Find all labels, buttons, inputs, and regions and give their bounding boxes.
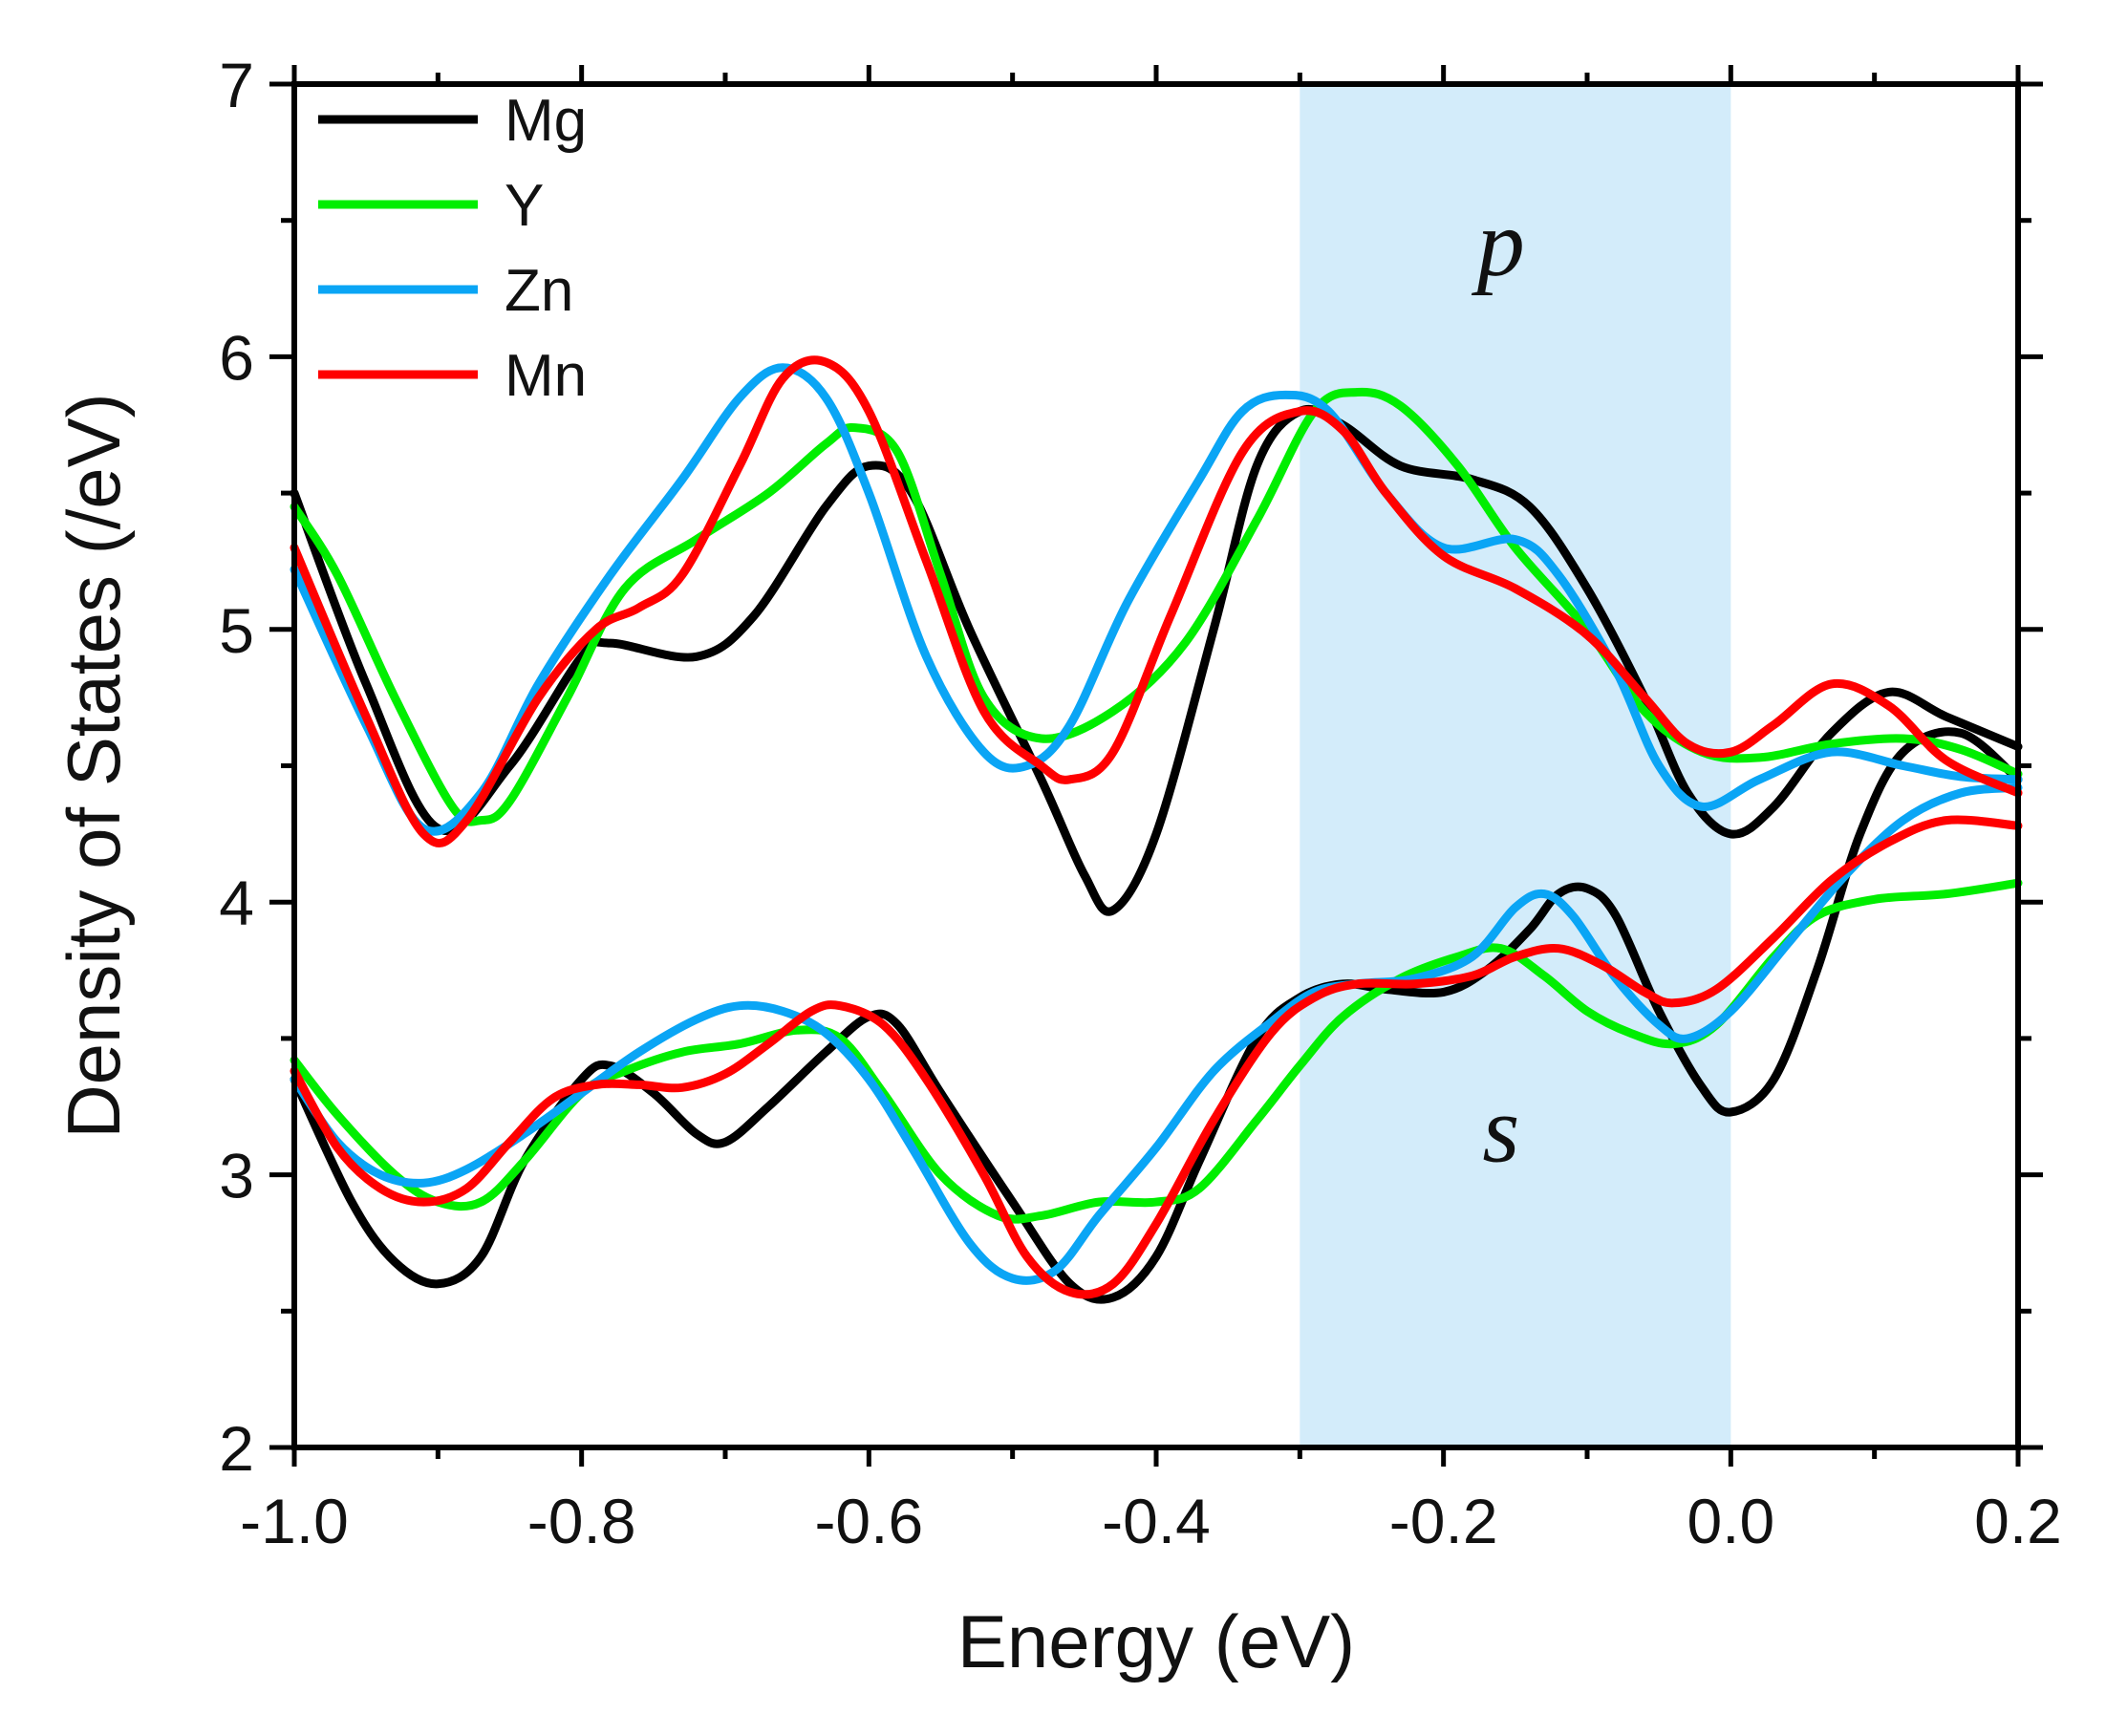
x-tick-label: 0.2 bbox=[1974, 1486, 2062, 1556]
series-line-mn-s bbox=[290, 815, 2023, 1299]
series-line-mg-s bbox=[290, 727, 2023, 1304]
y-tick-labels: 2 3 4 5 6 7 bbox=[219, 50, 254, 1484]
x-tick-label: -0.2 bbox=[1389, 1486, 1498, 1556]
legend-label-zn: Zn bbox=[505, 258, 573, 324]
legend-label-mg: Mg bbox=[505, 88, 587, 154]
annotation-p: p bbox=[1472, 190, 1525, 296]
y-tick-label: 5 bbox=[219, 595, 254, 666]
y-tick-label: 2 bbox=[219, 1413, 254, 1484]
y-tick-label: 4 bbox=[219, 868, 254, 938]
series-lines bbox=[290, 355, 2023, 1304]
y-tick-label: 7 bbox=[219, 50, 254, 120]
x-axis-title: Energy (eV) bbox=[957, 1599, 1355, 1683]
y-tick-label: 6 bbox=[219, 322, 254, 393]
legend-label-mn: Mn bbox=[505, 343, 587, 409]
x-tick-label: 0.0 bbox=[1687, 1486, 1774, 1556]
y-tick-label: 3 bbox=[219, 1141, 254, 1211]
x-tick-label: -0.4 bbox=[1102, 1486, 1211, 1556]
series-line-zn-p bbox=[290, 363, 2023, 836]
x-tick-label: -1.0 bbox=[240, 1486, 349, 1556]
legend-label-y: Y bbox=[505, 173, 544, 239]
annotation-s: s bbox=[1482, 1076, 1519, 1182]
x-tick-labels: -1.0 -0.8 -0.6 -0.4 -0.2 0.0 0.2 bbox=[240, 1486, 2062, 1556]
y-axis-title: Density of States (/eV) bbox=[52, 393, 136, 1138]
legend: Mg Y Zn Mn bbox=[318, 88, 587, 409]
x-tick-label: -0.6 bbox=[814, 1486, 923, 1556]
series-line-mn-p bbox=[290, 355, 2023, 847]
x-tick-label: -0.8 bbox=[527, 1486, 636, 1556]
plot-frame bbox=[291, 81, 2021, 1450]
